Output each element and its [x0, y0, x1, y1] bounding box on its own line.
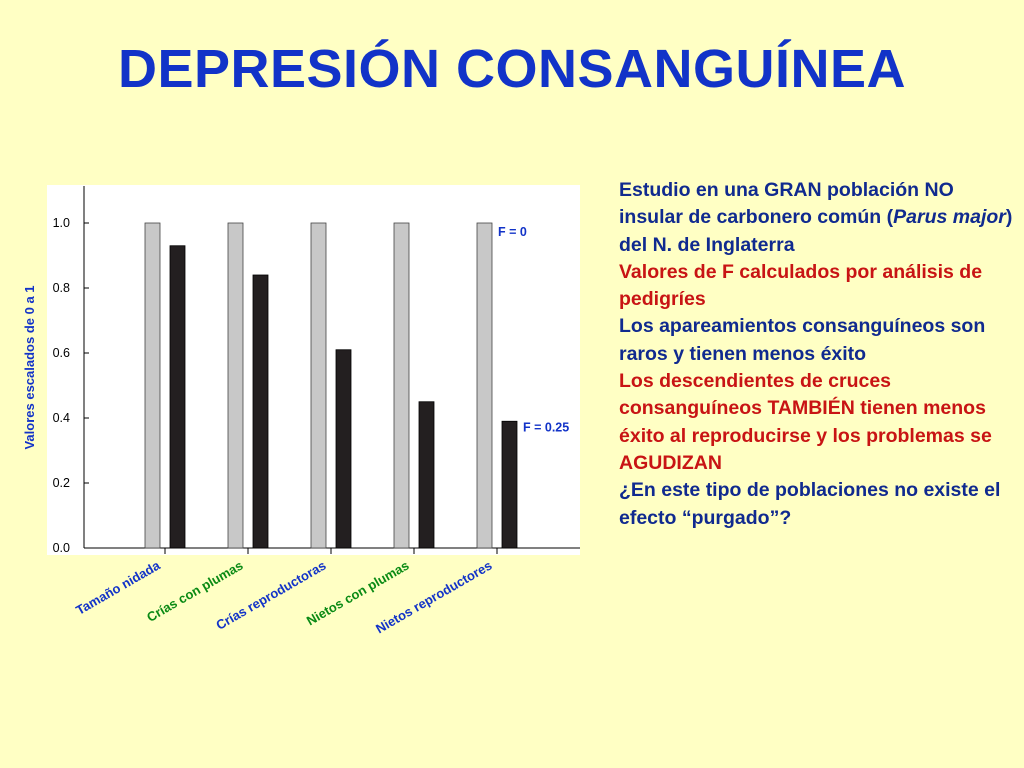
bar-f025-5 — [501, 420, 518, 549]
side-text-item-2: Valores de F calculados por análisis de … — [619, 260, 983, 311]
side-text-item-3: Los apareamientos consanguíneos son raro… — [619, 315, 986, 365]
y-tick-label: 1.0 — [53, 216, 70, 230]
side-text-1-italic: Parus major — [893, 206, 1006, 229]
side-text-list: Estudio en una GRAN población NO insular… — [619, 177, 1014, 532]
bar-f0-4 — [393, 222, 410, 549]
bar-f0-5 — [476, 222, 493, 549]
y-axis-label: Valores escalados de 0 a 1 — [22, 285, 37, 449]
side-text-item-4: Los descendientes de cruces consanguíneo… — [619, 370, 992, 474]
bar-f025-2 — [252, 274, 269, 549]
bar-f0-2 — [227, 222, 244, 549]
bar-f025-1 — [169, 245, 186, 549]
y-tick-label: 0.0 — [53, 541, 70, 555]
y-tick-label: 0.2 — [53, 476, 70, 490]
legend-label-f0: F = 0 — [498, 225, 527, 239]
bar-f0-1 — [144, 222, 161, 549]
side-text-item-5: ¿En este tipo de poblaciones no existe e… — [619, 479, 1001, 529]
y-tick-label: 0.6 — [53, 346, 70, 360]
legend-label-f025: F = 0.25 — [523, 420, 569, 434]
bar-f025-3 — [335, 349, 352, 549]
side-text-1-tail: ) del N. de Inglaterra — [619, 206, 1013, 256]
side-text-item-1: Estudio en una GRAN población NO insular… — [619, 177, 1014, 259]
slide-title: DEPRESIÓN CONSANGUÍNEA — [117, 39, 907, 99]
bar-chart: 0.0 0.2 0.4 0.6 0.8 1.0 Valores escalados de 0… — [20, 183, 590, 663]
side-text-1-text: Estudio en una GRAN población NO insular… — [619, 179, 954, 229]
y-tick-label: 0.4 — [53, 411, 70, 425]
bar-f0-3 — [310, 222, 327, 549]
y-tick-label: 0.8 — [53, 281, 70, 295]
bar-f025-4 — [418, 401, 435, 549]
chart-svg: 0.0 0.2 0.4 0.6 0.8 1.0 Valores escalados de 0… — [22, 185, 580, 636]
